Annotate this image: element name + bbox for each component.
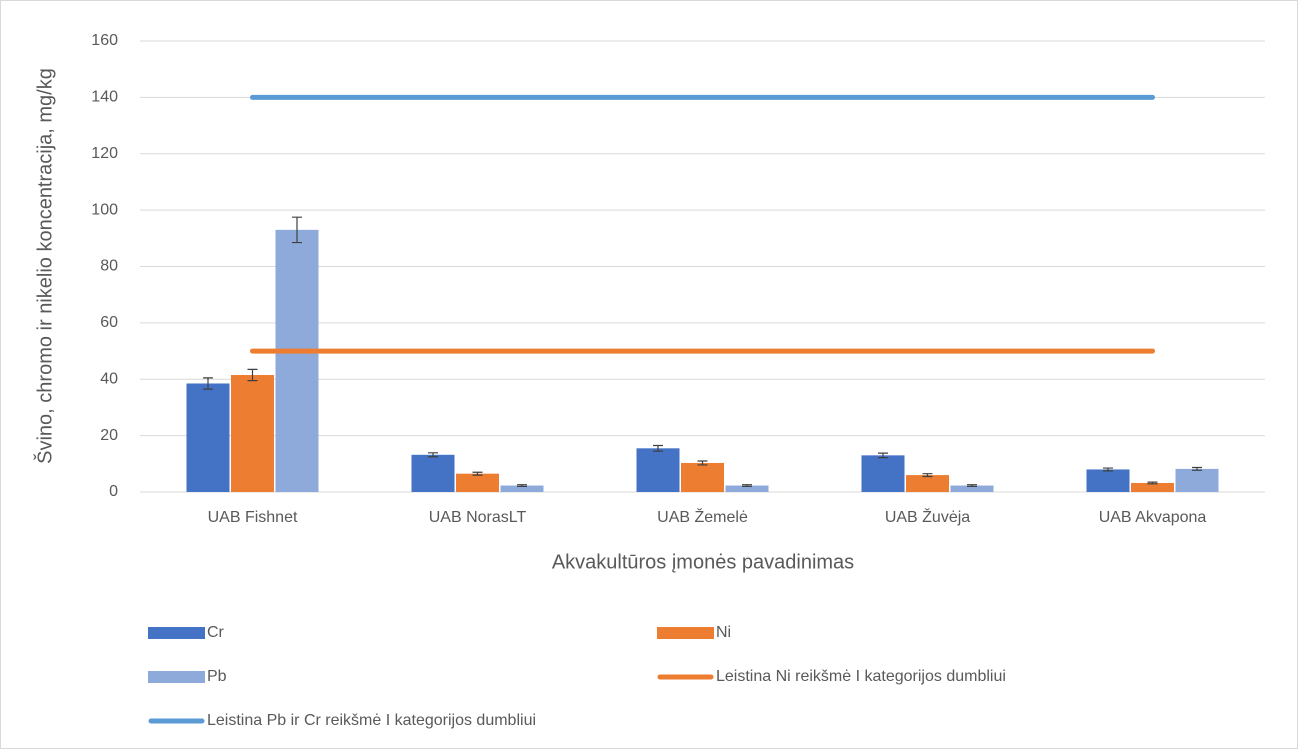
y-tick-label: 60 [100,314,118,331]
legend-swatch [148,627,205,639]
error-bar [922,473,933,478]
y-tick-label: 160 [91,32,118,49]
bar [411,454,455,492]
x-tick-label: UAB Žemelė [657,507,748,526]
y-tick-label: 20 [100,427,118,444]
bar [681,462,724,492]
bar [906,475,949,492]
legend-swatch [148,671,205,683]
legend-label: Leistina Ni reikšmė I kategorijos dumbli… [716,668,1006,685]
bar [636,448,680,492]
error-bar [878,452,888,459]
bar [725,485,769,492]
x-tick-label: UAB NorasLT [429,509,527,526]
error-bar [292,216,302,244]
error-bar [472,471,483,476]
bar [275,229,319,492]
error-bar [653,444,663,452]
bar [231,375,274,492]
error-bar [697,460,708,466]
error-bar [428,452,438,458]
legend-label: Ni [716,624,731,641]
bar [1131,482,1174,492]
error-bar [1147,481,1158,485]
error-bar [1192,466,1202,471]
y-tick-label: 0 [109,483,118,500]
legend-swatch [657,627,714,639]
y-tick-label: 140 [91,89,118,106]
legend-label: Leistina Pb ir Cr reikšmė I kategorijos … [207,712,536,729]
bar [186,383,230,492]
bar [500,485,544,492]
error-bar [742,484,752,487]
bar [950,485,994,492]
x-tick-label: UAB Žuvėja [885,507,970,526]
legend-label: Cr [207,624,225,641]
error-bar [247,368,258,382]
y-axis-title: Švino, chromo ir nikelio koncentracija, … [33,68,56,464]
error-bar [517,484,527,487]
bar [1086,469,1130,492]
bar [456,473,499,492]
x-axis-title: Akvakultūros įmonės pavadinimas [552,551,854,573]
error-bar [203,377,213,390]
error-bar [1103,467,1113,472]
error-bar [967,484,977,487]
y-tick-label: 100 [91,201,118,218]
x-tick-label: UAB Fishnet [208,509,298,526]
bar [1175,468,1219,492]
y-tick-label: 80 [100,258,118,275]
y-tick-label: 40 [100,370,118,387]
x-tick-label: UAB Akvapona [1099,509,1207,526]
bar [861,455,905,492]
y-tick-label: 120 [91,145,118,162]
legend-label: Pb [207,668,227,685]
